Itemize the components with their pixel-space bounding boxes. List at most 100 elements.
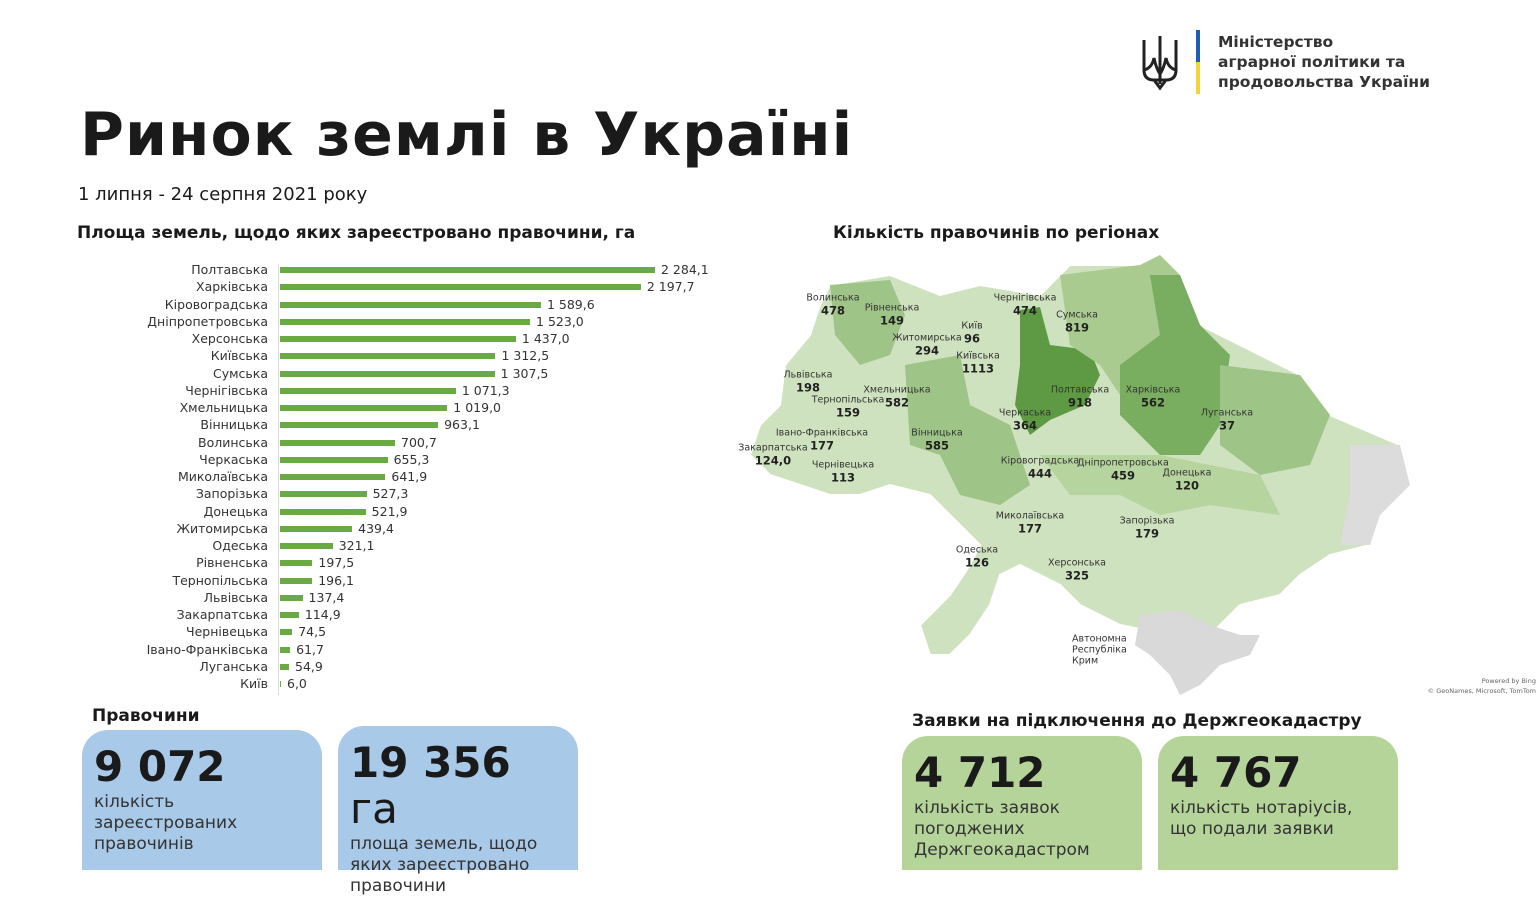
bar-category-label: Миколаївська: [177, 469, 268, 484]
crimea-shape: [1135, 610, 1260, 695]
ministry-name: Міністерство аграрної політики та продов…: [1218, 33, 1430, 91]
bar-row: Івано-Франківська 61,7: [100, 642, 800, 658]
region-name: Львівська: [783, 369, 833, 381]
region-name: Автономна Республіка Крим: [1072, 633, 1127, 667]
bar-category-label: Полтавська: [191, 262, 268, 277]
kyiv-shape: [1015, 307, 1100, 435]
bar: [280, 267, 655, 273]
map-region-label: Закарпатська 124,0: [738, 443, 807, 468]
region-name: Донецька: [1162, 467, 1212, 479]
region-name: Черкаська: [998, 407, 1052, 419]
bar: [280, 525, 353, 532]
region-name: Закарпатська: [738, 442, 808, 454]
bar-category-label: Київська: [210, 348, 268, 364]
bar-value-label: 963,1: [444, 417, 480, 433]
bar-category-label: Львівська: [203, 589, 268, 605]
map-region-label: Львівська 198: [784, 370, 833, 395]
region-name: Чернігівська: [993, 292, 1057, 304]
bar-row: Львівська 137,4: [100, 590, 800, 606]
map-region-label: Запорізька 179: [1120, 516, 1175, 541]
bar-category-label: Чернігівська: [185, 382, 268, 398]
bar-category-label: Запорізька: [195, 486, 268, 502]
deals-heading: Правочини: [92, 706, 200, 726]
deals-count-desc: кількість зареєстрованих правочинів: [94, 792, 238, 854]
period: 1 липня - 24 серпня 2021 року: [78, 184, 368, 205]
map-region-label: Автономна Республіка Крим: [1072, 634, 1142, 667]
bar-value-label: 2 284,1: [661, 262, 709, 277]
region-name: Полтавська: [1050, 384, 1110, 396]
region-value: 1113: [961, 361, 995, 376]
region-value: 96: [963, 331, 981, 346]
region-name: Житомирська: [892, 332, 962, 344]
bar: [280, 508, 366, 515]
map-region-label: Волинська 478: [806, 293, 859, 318]
map-region-label: Донецька 120: [1163, 468, 1212, 493]
bar-value-label: 641,9: [391, 469, 428, 484]
bar: [280, 681, 281, 687]
bar-value-label: 2 197,7: [646, 279, 695, 295]
map-region-label: Тернопільська 159: [812, 395, 885, 420]
bar-value-label: 1 307,5: [500, 365, 549, 381]
region-value: 177: [1017, 521, 1042, 536]
region-value: 120: [1174, 478, 1200, 493]
map-region-label: Черкаська 364: [999, 408, 1051, 433]
bar: [280, 543, 333, 549]
region-value: 918: [1067, 395, 1092, 410]
trident-icon: [1142, 36, 1178, 91]
region-value: 478: [820, 303, 846, 318]
map-region-label: Кіровоградська 444: [1001, 456, 1079, 481]
region-name: Київська: [956, 350, 1000, 362]
bar-value-label: 439,4: [358, 520, 394, 536]
region-value: 585: [924, 438, 950, 453]
approved-card: 4 712 кількість заявок погоджених Держге…: [902, 736, 1142, 870]
deals-area-card: 19 356 га площа земель, щодо яких зареєс…: [338, 726, 578, 896]
bar: [280, 405, 448, 411]
map-region-label: Рівненська 149: [865, 303, 920, 328]
region-value: 444: [1027, 466, 1052, 481]
map-credit: Powered by Bing © GeoNames, Microsoft, T…: [1427, 677, 1536, 695]
bar-row: Вінницька 963,1: [100, 417, 800, 433]
region-value: 177: [809, 438, 834, 453]
bar-row: Полтавська 2 284,1: [100, 262, 800, 278]
bar-row: Дніпропетровська 1 523,0: [100, 314, 800, 330]
bar-row: Чернігівська 1 071,3: [100, 383, 800, 399]
region-name: Луганська: [1200, 407, 1254, 419]
bar-value-label: 6,0: [287, 676, 307, 691]
region-name: Миколаївська: [995, 510, 1065, 522]
bar-value-label: 1 437,0: [521, 331, 570, 346]
bar-value-label: 700,7: [401, 434, 437, 450]
bar: [280, 318, 531, 325]
south-center-shape: [1040, 455, 1280, 515]
bar: [280, 594, 303, 601]
map-region-label: Івано-Франківська 177: [776, 428, 868, 453]
bar-category-label: Івано-Франківська: [146, 641, 268, 657]
bar: [280, 370, 495, 377]
bar-category-label: Сумська: [212, 365, 268, 381]
bar: [280, 353, 496, 360]
map-region-label: Херсонська 325: [1048, 558, 1106, 583]
map-region-label: Чернігівська 474: [994, 293, 1057, 318]
ministry-logo: Міністерство аграрної політики та продов…: [1140, 30, 1460, 100]
bar-value-label: 1 071,3: [461, 382, 510, 398]
bar-row: Житомирська 439,4: [100, 521, 800, 537]
bar: [280, 474, 386, 480]
bar-category-label: Луганська: [199, 658, 268, 674]
bar-category-label: Харківська: [196, 279, 268, 295]
bar-category-label: Рівненська: [196, 555, 268, 571]
region-name: Рівненська: [864, 302, 920, 314]
bar-value-label: 527,3: [372, 486, 409, 502]
region-value: 124,0: [754, 453, 792, 468]
bar-row: Черкаська 655,3: [100, 452, 800, 468]
region-value: 179: [1134, 526, 1160, 541]
bar-value-label: 196,1: [318, 572, 354, 588]
notaries-card: 4 767 кількість нотаріусів, що подали за…: [1158, 736, 1398, 870]
map-region-label: Дніпропетровська 459: [1077, 458, 1169, 483]
kharkiv-shape: [1220, 365, 1330, 475]
region-name: Івано-Франківська: [775, 427, 869, 439]
bar-row: Хмельницька 1 019,0: [100, 400, 800, 416]
bar-row: Харківська 2 197,7: [100, 279, 800, 295]
region-name: Запорізька: [1119, 515, 1175, 527]
map-region-label: Харківська 562: [1126, 385, 1181, 410]
deals-area-value: 19 356: [350, 738, 511, 787]
bar-row: Донецька 521,9: [100, 504, 800, 520]
